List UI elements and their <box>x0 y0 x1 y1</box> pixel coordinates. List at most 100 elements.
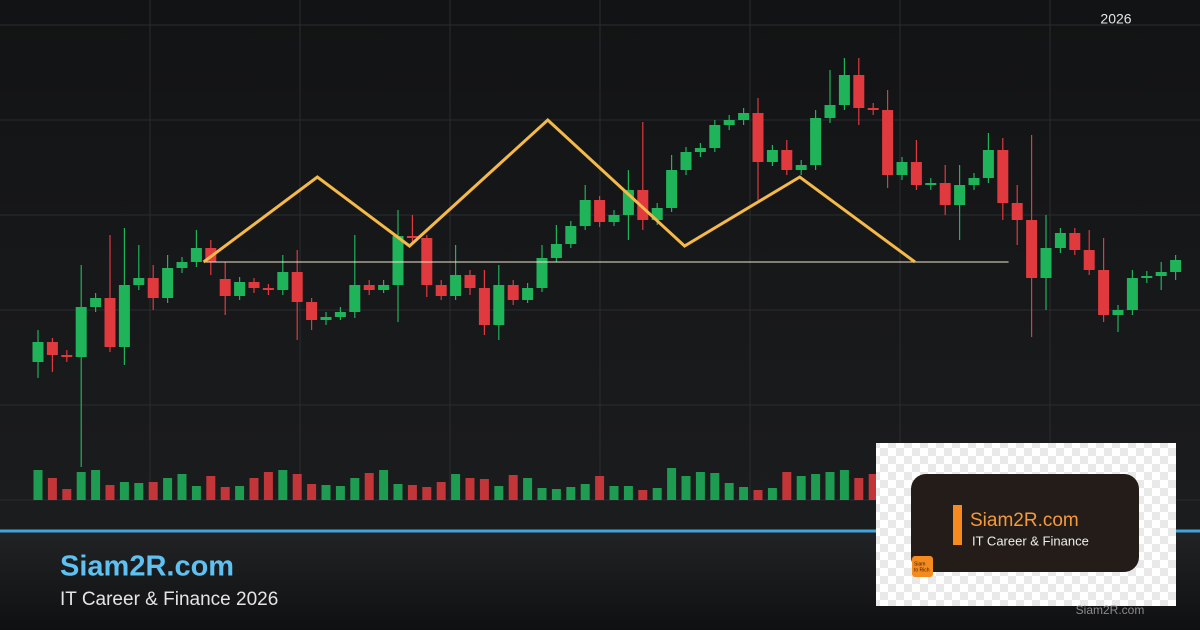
volume-bar <box>479 479 489 500</box>
volume-bar <box>148 482 158 500</box>
volume-bar <box>868 474 878 500</box>
volume-bar <box>580 484 590 500</box>
brand-title: Siam2R.com <box>60 551 234 583</box>
volume-bar <box>523 478 533 500</box>
volume-bar <box>235 486 245 500</box>
volume-bar <box>364 473 374 500</box>
volume-bar <box>91 470 101 500</box>
volume-bar <box>695 472 705 500</box>
candle-body <box>982 150 994 178</box>
volume-bar <box>105 485 115 500</box>
candle-body <box>550 244 562 258</box>
watermark: Siam2R.com <box>1076 603 1145 617</box>
volume-bar <box>134 483 144 500</box>
volume-bar <box>739 487 749 500</box>
volume-bar <box>335 486 345 500</box>
candle-body <box>1155 272 1167 276</box>
candle-body <box>1170 260 1182 272</box>
volume-bar <box>33 470 43 500</box>
volume-bar <box>62 489 72 500</box>
volume-bar <box>307 484 317 500</box>
candle-body <box>378 285 390 290</box>
volume-bar <box>652 488 662 500</box>
candle-body <box>738 113 750 120</box>
card-title: Siam2R.com <box>970 510 1079 531</box>
volume-bar <box>292 474 302 500</box>
candle-body <box>1126 278 1138 310</box>
volume-bar <box>263 472 273 500</box>
candle-body <box>1083 250 1095 270</box>
candle-body <box>507 285 519 300</box>
card <box>911 474 1139 572</box>
volume-bar <box>278 470 288 500</box>
volume-bar <box>508 475 518 500</box>
candle-body <box>608 215 620 222</box>
volume-bar <box>767 488 777 500</box>
volume-bar <box>321 485 331 500</box>
candle-body <box>406 236 418 238</box>
candle-body <box>910 162 922 185</box>
candle-body <box>867 108 879 110</box>
candle-body <box>464 275 476 288</box>
volume-bar <box>191 486 201 500</box>
candle-body <box>46 342 58 355</box>
candle-body <box>118 285 130 347</box>
candle-body <box>939 183 951 205</box>
candle-body <box>75 307 87 357</box>
candle-body <box>810 118 822 165</box>
candle-body <box>766 150 778 162</box>
candle-body <box>1098 270 1110 315</box>
candle-body <box>147 278 159 298</box>
candle-body <box>450 275 462 296</box>
volume-bar <box>465 478 475 500</box>
volume-bar <box>407 485 417 500</box>
candle-body <box>968 178 980 185</box>
candle-body <box>219 279 231 296</box>
candle-body <box>694 148 706 152</box>
candle-body <box>162 268 174 298</box>
year-label: 2026 <box>1100 11 1131 27</box>
accent-bar <box>953 505 962 545</box>
candle-body <box>781 150 793 170</box>
candle-body <box>1054 233 1066 248</box>
brand-subtitle: IT Career & Finance 2026 <box>60 589 278 610</box>
volume-bar <box>638 490 648 500</box>
volume-bar <box>595 476 605 500</box>
candle-body <box>493 285 505 325</box>
volume-bar <box>811 474 821 500</box>
candle-body <box>1026 220 1038 278</box>
volume-bar <box>623 486 633 500</box>
volume-bar <box>854 478 864 500</box>
candle-body <box>637 190 649 220</box>
candle-body <box>320 317 332 320</box>
candle-body <box>176 262 188 268</box>
candle-body <box>190 248 202 262</box>
volume-bar <box>422 487 432 500</box>
volume-bar <box>163 478 173 500</box>
pattern-line <box>202 117 916 264</box>
candle-body <box>666 170 678 208</box>
candle-body <box>622 190 634 215</box>
logo-card: Siam2R.com IT Career & Finance Siam to R… <box>876 443 1176 606</box>
volume-bar <box>379 470 389 500</box>
candle-body <box>1040 248 1052 278</box>
candle-body <box>651 208 663 220</box>
candle-body <box>824 105 836 118</box>
volume-bar <box>494 486 504 500</box>
candle-body <box>363 285 375 290</box>
candle-body <box>277 272 289 290</box>
candle-body <box>925 183 937 185</box>
candle-body <box>680 152 692 170</box>
volume-bar <box>76 472 86 500</box>
volume-bar <box>566 487 576 500</box>
volume-bar <box>350 478 360 500</box>
candle-body <box>104 298 116 347</box>
candle-body <box>1112 310 1124 315</box>
volume-bar <box>177 474 187 500</box>
candle-body <box>536 258 548 288</box>
candle-body <box>90 298 102 307</box>
volume-bar <box>436 482 446 500</box>
candle-body <box>594 200 606 222</box>
card-subtitle: IT Career & Finance <box>972 533 1089 548</box>
candle-body <box>752 113 764 162</box>
